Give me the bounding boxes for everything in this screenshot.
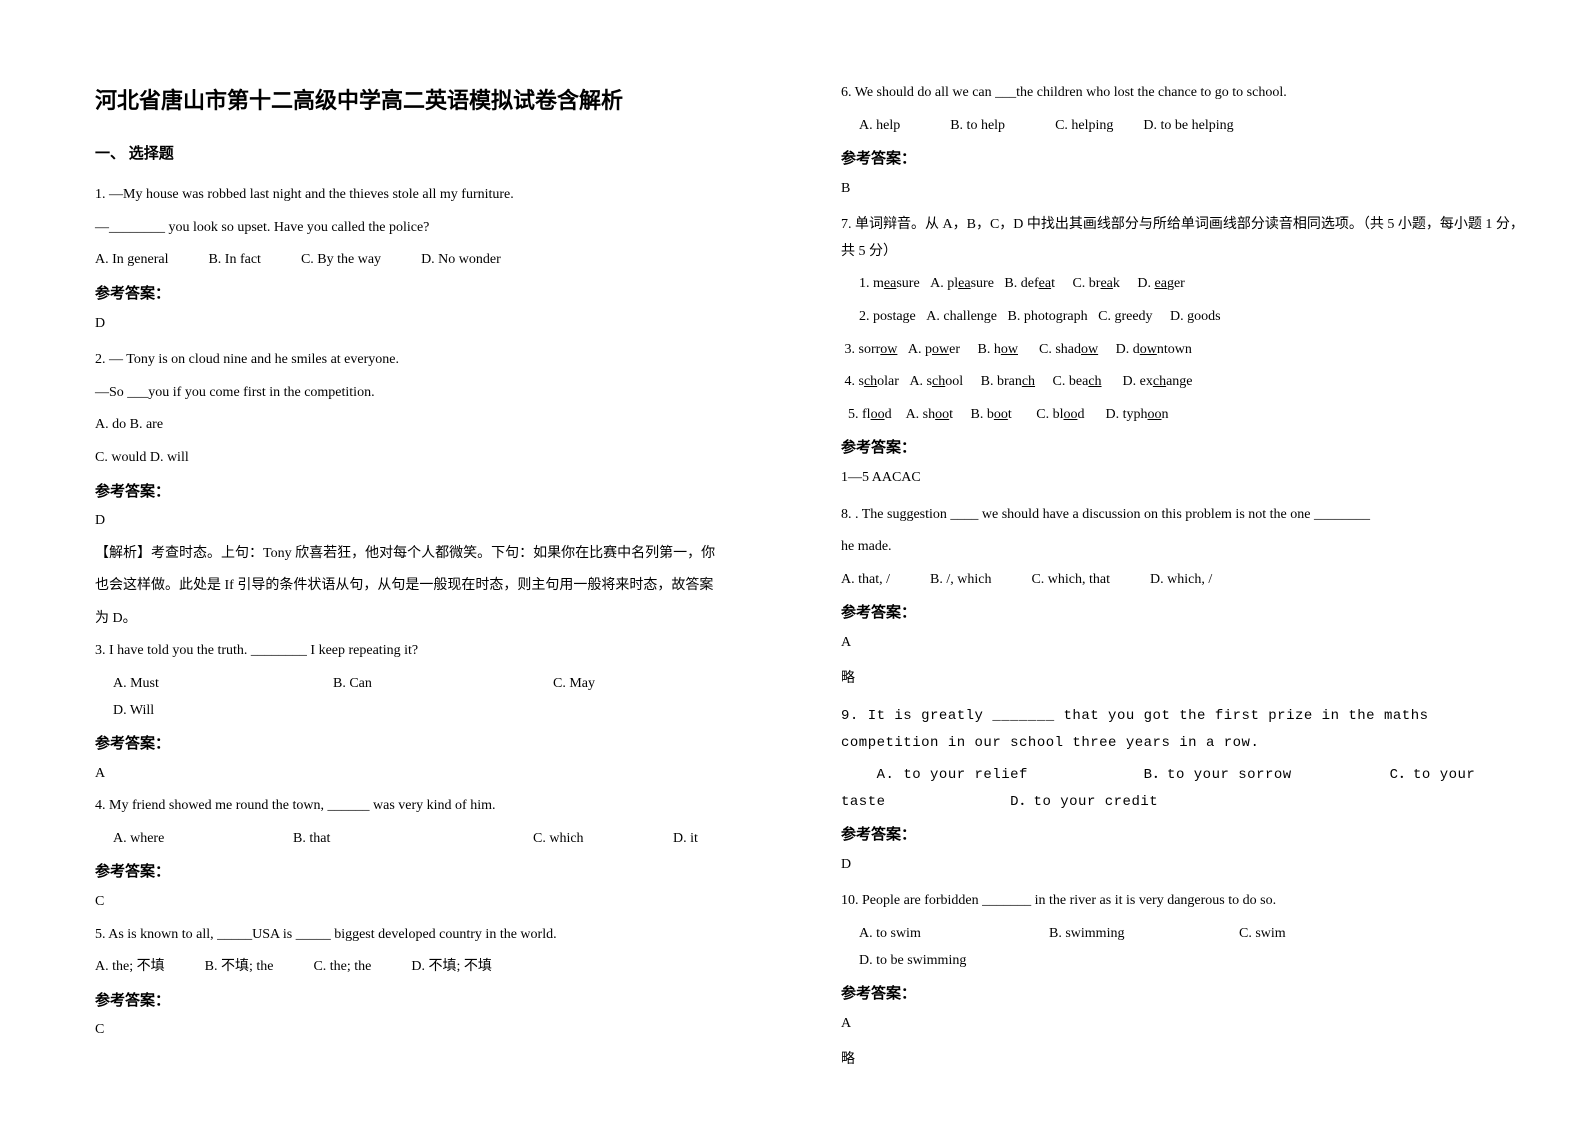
q7-answer: 1—5 AACAC	[841, 465, 1527, 492]
document-title: 河北省唐山市第十二高级中学高二英语模拟试卷含解析	[95, 80, 781, 122]
q2-line4: C. would D. will	[95, 445, 781, 472]
q5-answer-label: 参考答案：	[95, 987, 781, 1016]
page: 河北省唐山市第十二高级中学高二英语模拟试卷含解析 一、 选择题 1. —My h…	[0, 0, 1587, 1122]
q8-optB: B. /, which	[930, 567, 991, 594]
q7-row1: 1. measure A. pleasure B. defeat C. brea…	[841, 271, 1527, 298]
q4-line1: 4. My friend showed me round the town, _…	[95, 793, 781, 820]
q7-row2: 2. postage A. challenge B. photograph C.…	[841, 304, 1527, 331]
q3-optC: C. May	[553, 671, 733, 698]
q8-optA: A. that, /	[841, 567, 890, 594]
q2-line2: —So ___you if you come first in the comp…	[95, 380, 781, 407]
q1-answer-label: 参考答案：	[95, 280, 781, 309]
q6-optC: C. helping	[1055, 113, 1113, 140]
q9-options: A. to your relief B．to your sorrow C．to …	[841, 762, 1527, 815]
q1-optC: C. By the way	[301, 247, 381, 274]
right-column: 6. We should do all we can ___the childr…	[811, 80, 1527, 1082]
q4-options: A. where B. that C. which D. it	[95, 826, 781, 853]
q3-optA: A. Must	[113, 671, 293, 698]
q10-optB: B. swimming	[1049, 921, 1199, 948]
q3-options: A. Must B. Can C. May D. Will	[95, 671, 781, 724]
q8-options: A. that, / B. /, which C. which, that D.…	[841, 567, 1527, 594]
q2-exp3: 为 D。	[95, 606, 781, 633]
q6-options: A. help B. to help C. helping D. to be h…	[841, 113, 1527, 140]
q2-line1: 2. — Tony is on cloud nine and he smiles…	[95, 347, 781, 374]
q4-optD: D. it	[673, 826, 698, 853]
q5-options: A. the; 不填 B. 不填; the C. the; the D. 不填;…	[95, 954, 781, 981]
q7-row5: 5. flood A. shoot B. boot C. blood D. ty…	[841, 402, 1527, 429]
q6-optA: A. help	[859, 113, 900, 140]
q6-answer: B	[841, 176, 1527, 203]
q1-answer: D	[95, 311, 781, 338]
q4-optC: C. which	[533, 826, 633, 853]
section-heading: 一、 选择题	[95, 140, 781, 169]
q2-answer-label: 参考答案：	[95, 478, 781, 507]
q9-line1: 9. It is greatly _______ that you got th…	[841, 703, 1527, 756]
q6-optD: D. to be helping	[1143, 113, 1233, 140]
q10-answer: A	[841, 1011, 1527, 1038]
q6-line1: 6. We should do all we can ___the childr…	[841, 80, 1527, 107]
q3-line1: 3. I have told you the truth. ________ I…	[95, 638, 781, 665]
q8-line1: 8. . The suggestion ____ we should have …	[841, 502, 1527, 529]
q1-options: A. In general B. In fact C. By the way D…	[95, 247, 781, 274]
q1-optB: B. In fact	[208, 247, 260, 274]
q3-optB: B. Can	[333, 671, 513, 698]
q10-optA: A. to swim	[859, 921, 1009, 948]
q4-answer: C	[95, 889, 781, 916]
q4-optA: A. where	[113, 826, 253, 853]
q8-optD: D. which, /	[1150, 567, 1212, 594]
q9-optA: A. to your relief	[877, 767, 1028, 783]
q7-answer-label: 参考答案：	[841, 434, 1527, 463]
q8-line2: he made.	[841, 534, 1527, 561]
q2-line3: A. do B. are	[95, 412, 781, 439]
q8-optC: C. which, that	[1031, 567, 1110, 594]
q7-row4: 4. scholar A. school B. branch C. beach …	[841, 369, 1527, 396]
q3-optD: D. Will	[113, 698, 154, 725]
q10-optC: C. swim	[1239, 921, 1419, 948]
q9-answer-label: 参考答案：	[841, 821, 1527, 850]
q1-optA: A. In general	[95, 247, 168, 274]
q5-line1: 5. As is known to all, _____USA is _____…	[95, 922, 781, 949]
q2-exp1: 【解析】考查时态。上句：Tony 欣喜若狂，他对每个人都微笑。下句：如果你在比赛…	[95, 541, 781, 568]
q5-optC: C. the; the	[313, 954, 371, 981]
q8-answer-label: 参考答案：	[841, 599, 1527, 628]
q3-answer: A	[95, 761, 781, 788]
q1-optD: D. No wonder	[421, 247, 501, 274]
q7-row3: 3. sorrow A. power B. how C. shadow D. d…	[841, 337, 1527, 364]
q4-answer-label: 参考答案：	[95, 858, 781, 887]
q8-note: 略	[841, 666, 1527, 693]
q10-answer-label: 参考答案：	[841, 980, 1527, 1009]
left-column: 河北省唐山市第十二高级中学高二英语模拟试卷含解析 一、 选择题 1. —My h…	[95, 80, 811, 1082]
q9-optB: B．to your sorrow	[1144, 767, 1292, 783]
q2-answer: D	[95, 508, 781, 535]
q10-note: 略	[841, 1047, 1527, 1074]
q5-optB: B. 不填; the	[205, 954, 274, 981]
q5-optA: A. the; 不填	[95, 954, 165, 981]
q9-optD: D．to your credit	[1010, 794, 1158, 810]
q1-line1: 1. —My house was robbed last night and t…	[95, 182, 781, 209]
q10-optD: D. to be swimming	[859, 948, 966, 975]
q8-answer: A	[841, 630, 1527, 657]
q10-line1: 10. People are forbidden _______ in the …	[841, 888, 1527, 915]
q9-answer: D	[841, 852, 1527, 879]
q1-line2: —________ you look so upset. Have you ca…	[95, 215, 781, 242]
q3-answer-label: 参考答案：	[95, 730, 781, 759]
q4-optB: B. that	[293, 826, 493, 853]
question-1: 1. —My house was robbed last night and t…	[95, 182, 781, 209]
q5-answer: C	[95, 1017, 781, 1044]
q7-intro: 7. 单词辩音。从 A，B，C，D 中找出其画线部分与所给单词画线部分读音相同选…	[841, 212, 1527, 265]
q6-answer-label: 参考答案：	[841, 145, 1527, 174]
q5-optD: D. 不填; 不填	[411, 954, 492, 981]
q2-exp2: 也会这样做。此处是 If 引导的条件状语从句，从句是一般现在时态，则主句用一般将…	[95, 573, 781, 600]
q6-optB: B. to help	[950, 113, 1005, 140]
q10-options: A. to swim B. swimming C. swim D. to be …	[841, 921, 1527, 974]
